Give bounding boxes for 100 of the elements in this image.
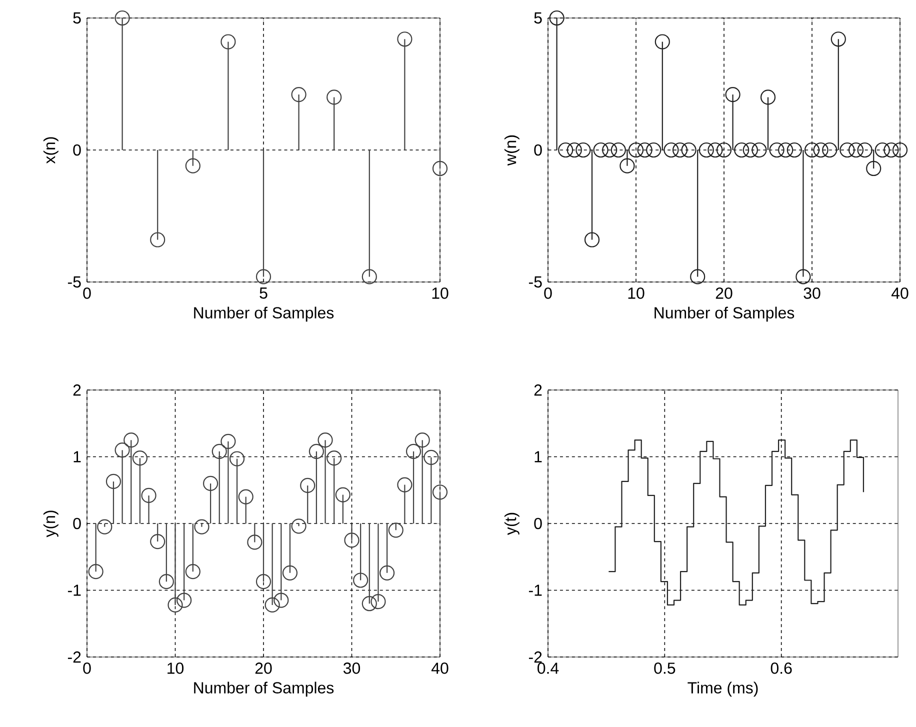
x-tick-label: 0 (83, 662, 91, 674)
point (654, 34, 670, 50)
point (106, 474, 122, 490)
y-tick-label: 2 (73, 384, 81, 396)
point (602, 142, 618, 158)
point (185, 158, 200, 174)
point (558, 142, 574, 158)
point (388, 522, 404, 538)
y-tick-label: 0 (73, 518, 81, 530)
x-tick-label: 40 (431, 662, 448, 674)
y-tick-label: -1 (68, 584, 81, 596)
point (760, 90, 776, 105)
point (114, 10, 130, 26)
point (432, 484, 448, 500)
point (840, 142, 855, 158)
point (185, 564, 200, 580)
point (698, 142, 714, 158)
x-axis-title: Number of Samples (194, 306, 334, 322)
point (813, 142, 828, 158)
point (397, 32, 412, 47)
point (264, 597, 280, 612)
point (593, 142, 608, 158)
point (88, 564, 104, 580)
point (628, 142, 644, 158)
point (681, 142, 696, 158)
y-tick-label: 5 (73, 12, 81, 24)
y-tick-label: 0 (73, 144, 81, 156)
point (848, 142, 864, 158)
x-tick-label: 0 (544, 288, 552, 299)
point (229, 451, 245, 466)
point (769, 142, 784, 158)
x-tick-label: 20 (716, 288, 732, 299)
point (256, 574, 272, 590)
y-tick-label: -2 (528, 651, 542, 663)
point (646, 142, 662, 158)
x-tick-label: 10 (628, 288, 644, 299)
point (247, 534, 262, 550)
x-axis-title: Number of Samples (654, 306, 794, 322)
point (282, 565, 298, 580)
point (344, 532, 360, 548)
y-axis-title: y(t) (504, 512, 520, 536)
y-tick-label: 5 (534, 12, 542, 24)
point (778, 142, 794, 158)
point (300, 478, 316, 494)
point (734, 142, 750, 158)
point (308, 444, 324, 459)
point (752, 142, 767, 158)
point (664, 142, 679, 158)
point (830, 32, 846, 47)
point (725, 87, 740, 102)
point (584, 232, 600, 248)
point (362, 269, 377, 284)
point (576, 142, 591, 158)
point (620, 158, 635, 174)
y-tick-label: 0 (534, 144, 542, 156)
x-axis-title: Number of Samples (194, 682, 334, 697)
x-axis-title: Time (ms) (688, 682, 758, 697)
point (690, 269, 706, 284)
point (124, 432, 139, 448)
point (380, 565, 395, 580)
point (786, 142, 802, 158)
x-tick-label: 30 (804, 288, 820, 299)
point (158, 574, 174, 590)
point (866, 160, 882, 176)
point (150, 232, 166, 248)
point (672, 142, 688, 158)
point (610, 142, 626, 158)
point (150, 534, 166, 550)
point (432, 160, 448, 176)
x-tick-label: 5 (260, 288, 268, 299)
point (326, 90, 342, 105)
point (637, 142, 652, 158)
x-tick-label: 0.4 (538, 662, 559, 674)
y-tick-label: 1 (74, 451, 81, 462)
point (291, 518, 306, 534)
x-tick-label: 30 (343, 662, 360, 674)
x-tick-label: 40 (891, 288, 908, 299)
point (97, 519, 112, 534)
x-tick-label: 0.6 (770, 662, 792, 674)
y-tick-label: -1 (528, 584, 542, 596)
point (274, 592, 289, 608)
point (804, 142, 820, 158)
point (406, 444, 422, 459)
point (549, 10, 564, 26)
y-axis-title: w(n) (504, 135, 520, 166)
y-tick-label: 1 (534, 451, 542, 462)
x-tick-label: 10 (432, 288, 448, 299)
point (176, 592, 192, 608)
y-tick-label: -5 (528, 276, 542, 288)
point (857, 142, 872, 158)
point (414, 432, 430, 448)
point (220, 34, 236, 50)
point (141, 488, 156, 504)
point (326, 450, 342, 466)
x-tick-label: 20 (255, 662, 272, 674)
point (194, 519, 210, 534)
point (796, 269, 811, 284)
point (708, 142, 723, 158)
point (566, 142, 582, 158)
point (874, 142, 890, 158)
